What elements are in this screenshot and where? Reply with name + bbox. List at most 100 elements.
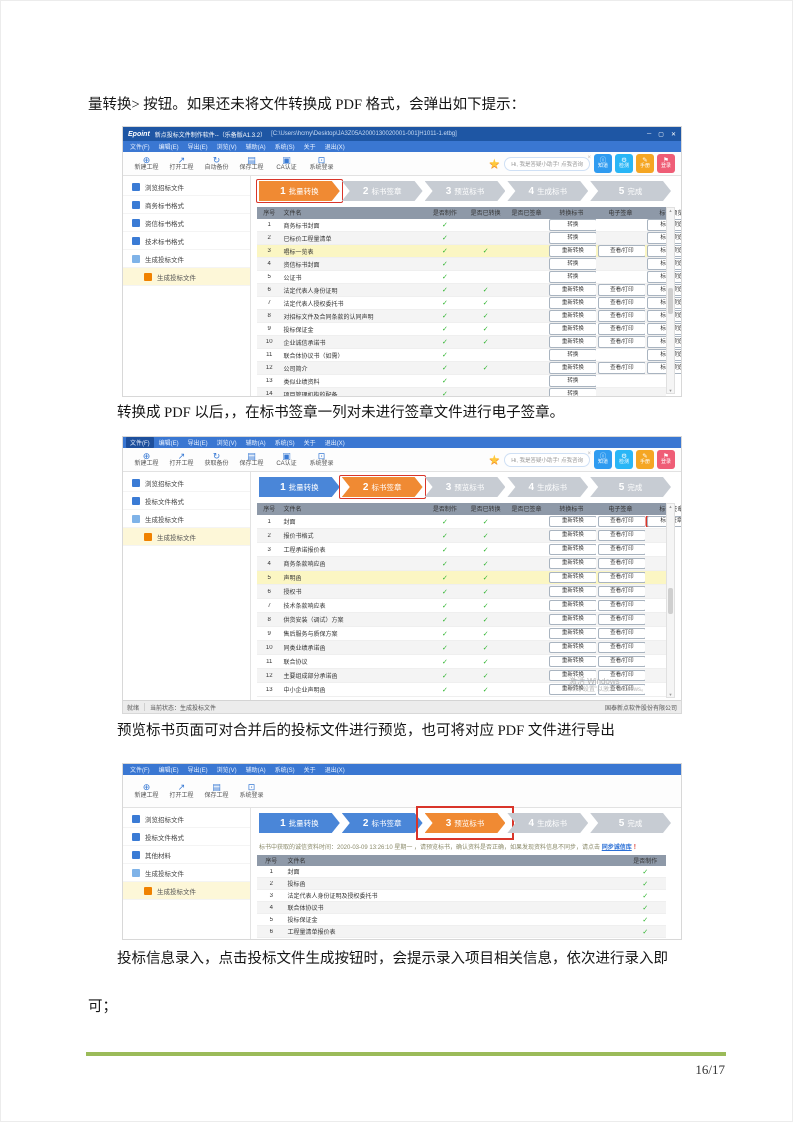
convert-button[interactable]: 重新转换	[548, 284, 596, 296]
menu-item[interactable]: 文件(F)	[130, 145, 150, 151]
convert-button[interactable]: 重新转换	[548, 529, 596, 542]
menu-item[interactable]: 编辑(E)	[158, 145, 179, 151]
convert-button[interactable]: 重新转换	[548, 683, 596, 696]
menu-item[interactable]: 导出(E)	[187, 145, 208, 151]
convert-button[interactable]: 重新转换	[548, 585, 596, 598]
toolbar-button[interactable]: ↗ 打开工程	[164, 155, 199, 172]
convert-button[interactable]: 转换	[548, 375, 596, 387]
preview-button[interactable]: 标书预览	[647, 219, 681, 231]
view-print-button[interactable]: 查看/打印	[597, 529, 645, 542]
sidebar-item[interactable]: 投标文件格式	[123, 828, 250, 846]
convert-button[interactable]: 转换	[548, 232, 596, 244]
menu-item[interactable]: 退出(X)	[324, 768, 345, 774]
header-quick-button[interactable]: ⚑ 登录	[657, 154, 675, 173]
convert-button[interactable]: 重新转换	[548, 655, 596, 668]
menu-item[interactable]: 文件(F)	[126, 437, 154, 448]
toolbar-button[interactable]: ▤ 保存工程	[234, 155, 269, 172]
view-print-button[interactable]: 查看/打印	[597, 683, 645, 696]
sidebar-item[interactable]: 生成投标文件	[123, 268, 250, 286]
sidebar-item[interactable]: 生成投标文件	[123, 864, 250, 882]
header-quick-button[interactable]: ⚑ 登录	[657, 450, 675, 469]
convert-button[interactable]: 转换	[548, 219, 596, 231]
convert-button[interactable]: 重新转换	[548, 571, 596, 584]
convert-button[interactable]: 重新转换	[548, 543, 596, 556]
menu-item[interactable]: 导出(E)	[187, 441, 208, 447]
view-print-button[interactable]: 查看/打印	[597, 336, 645, 348]
sidebar-item[interactable]: 浏览招标文件	[123, 810, 250, 828]
view-print-button[interactable]: 查看/打印	[597, 571, 645, 584]
toolbar-button[interactable]: ⊡ 系统登录	[304, 451, 339, 468]
view-print-button[interactable]: 查看/打印	[597, 655, 645, 668]
preview-button[interactable]: 标书预览	[647, 232, 681, 244]
toolbar-button[interactable]: ↻ 自动备份	[199, 155, 234, 172]
view-print-button[interactable]: 查看/打印	[597, 613, 645, 626]
view-print-button[interactable]: 查看/打印	[597, 245, 645, 257]
scrollbar-thumb[interactable]	[668, 288, 673, 314]
view-print-button[interactable]: 查看/打印	[597, 323, 645, 335]
convert-button[interactable]: 重新转换	[548, 557, 596, 570]
view-print-button[interactable]: 查看/打印	[597, 599, 645, 612]
sidebar-item[interactable]: 商务标书格式	[123, 196, 250, 214]
convert-button[interactable]: 重新转换	[548, 245, 596, 257]
menu-item[interactable]: 退出(X)	[324, 441, 345, 447]
menu-item[interactable]: 关于	[303, 768, 316, 774]
menu-item[interactable]: 退出(X)	[324, 145, 345, 151]
sidebar-item[interactable]: 技术标书格式	[123, 232, 250, 250]
maximize-icon[interactable]: ▢	[658, 131, 664, 138]
preview-button[interactable]: 标书预览	[647, 336, 681, 348]
convert-button[interactable]: 重新转换	[548, 336, 596, 348]
wizard-step[interactable]: 2 标书签章	[338, 475, 426, 499]
toolbar-button[interactable]: ▤ 保存工程	[199, 782, 234, 799]
view-print-button[interactable]: 查看/打印	[597, 515, 645, 528]
sidebar-item[interactable]: 生成投标文件	[123, 528, 250, 546]
toolbar-button[interactable]: ↗ 打开工程	[164, 782, 199, 799]
sidebar-item[interactable]: 生成投标文件	[123, 510, 250, 528]
toolbar-button[interactable]: ▣ CA认证	[269, 155, 304, 172]
toolbar-button[interactable]: ⊡ 系统登录	[234, 782, 269, 799]
assistant-bubble[interactable]: Hi, 我是答疑小助手! 点我咨询 ×	[504, 451, 591, 467]
header-quick-button[interactable]: ✎ 手册	[636, 450, 654, 469]
scroll-down-icon[interactable]: ▼	[668, 388, 673, 393]
minimize-icon[interactable]: ─	[647, 130, 652, 137]
wizard-step[interactable]: 1 批量转换	[259, 813, 340, 833]
convert-button[interactable]: 转换	[548, 388, 596, 396]
convert-button[interactable]: 转换	[548, 349, 596, 361]
assistant-mascot-icon[interactable]: ★	[488, 451, 501, 467]
wizard-step[interactable]: 3 预览标书	[425, 181, 506, 201]
wizard-step[interactable]: 1 批量转换	[256, 179, 343, 203]
view-print-button[interactable]: 查看/打印	[597, 669, 645, 682]
wizard-step[interactable]: 2 标书签章	[342, 181, 423, 201]
preview-button[interactable]: 标书预览	[647, 284, 681, 296]
convert-button[interactable]: 重新转换	[548, 669, 596, 682]
header-quick-button[interactable]: ⚙ 检测	[615, 450, 633, 469]
wizard-step[interactable]: 4 生成标书	[507, 813, 588, 833]
toolbar-button[interactable]: ⊕ 新建工程	[129, 451, 164, 468]
view-print-button[interactable]: 查看/打印	[597, 362, 645, 374]
header-quick-button[interactable]: ⚙ 检测	[615, 154, 633, 173]
convert-button[interactable]: 重新转换	[548, 310, 596, 322]
preview-button[interactable]: 标书预览	[647, 258, 681, 270]
view-print-button[interactable]: 查看/打印	[597, 557, 645, 570]
sidebar-item[interactable]: 投标文件格式	[123, 492, 250, 510]
sidebar-item[interactable]: 浏览招标文件	[123, 474, 250, 492]
preview-button[interactable]: 标书预览	[647, 323, 681, 335]
toolbar-button[interactable]: ▣ CA认证	[269, 451, 304, 468]
menu-item[interactable]: 导出(E)	[187, 768, 208, 774]
wizard-step[interactable]: 5 完成	[590, 181, 671, 201]
menu-item[interactable]: 编辑(E)	[158, 441, 179, 447]
assistant-bubble[interactable]: Hi, 我是答疑小助手! 点我咨询 ×	[504, 155, 591, 171]
view-print-button[interactable]: 查看/打印	[597, 627, 645, 640]
toolbar-button[interactable]: ⊕ 新建工程	[129, 155, 164, 172]
wizard-step[interactable]: 4 生成标书	[507, 477, 588, 497]
sidebar-item[interactable]: 资信标书格式	[123, 214, 250, 232]
menu-item[interactable]: 辅助(A)	[245, 768, 266, 774]
sidebar-item[interactable]: 其他材料	[123, 846, 250, 864]
convert-button[interactable]: 重新转换	[548, 297, 596, 309]
wizard-step[interactable]: 5 完成	[590, 477, 671, 497]
wizard-step[interactable]: 3 预览标书	[425, 477, 506, 497]
close-icon[interactable]: ✕	[670, 131, 676, 138]
convert-button[interactable]: 重新转换	[548, 641, 596, 654]
preview-button[interactable]: 标书预览	[647, 297, 681, 309]
header-quick-button[interactable]: ⓘ 知道	[594, 450, 612, 469]
convert-button[interactable]: 重新转换	[548, 613, 596, 626]
